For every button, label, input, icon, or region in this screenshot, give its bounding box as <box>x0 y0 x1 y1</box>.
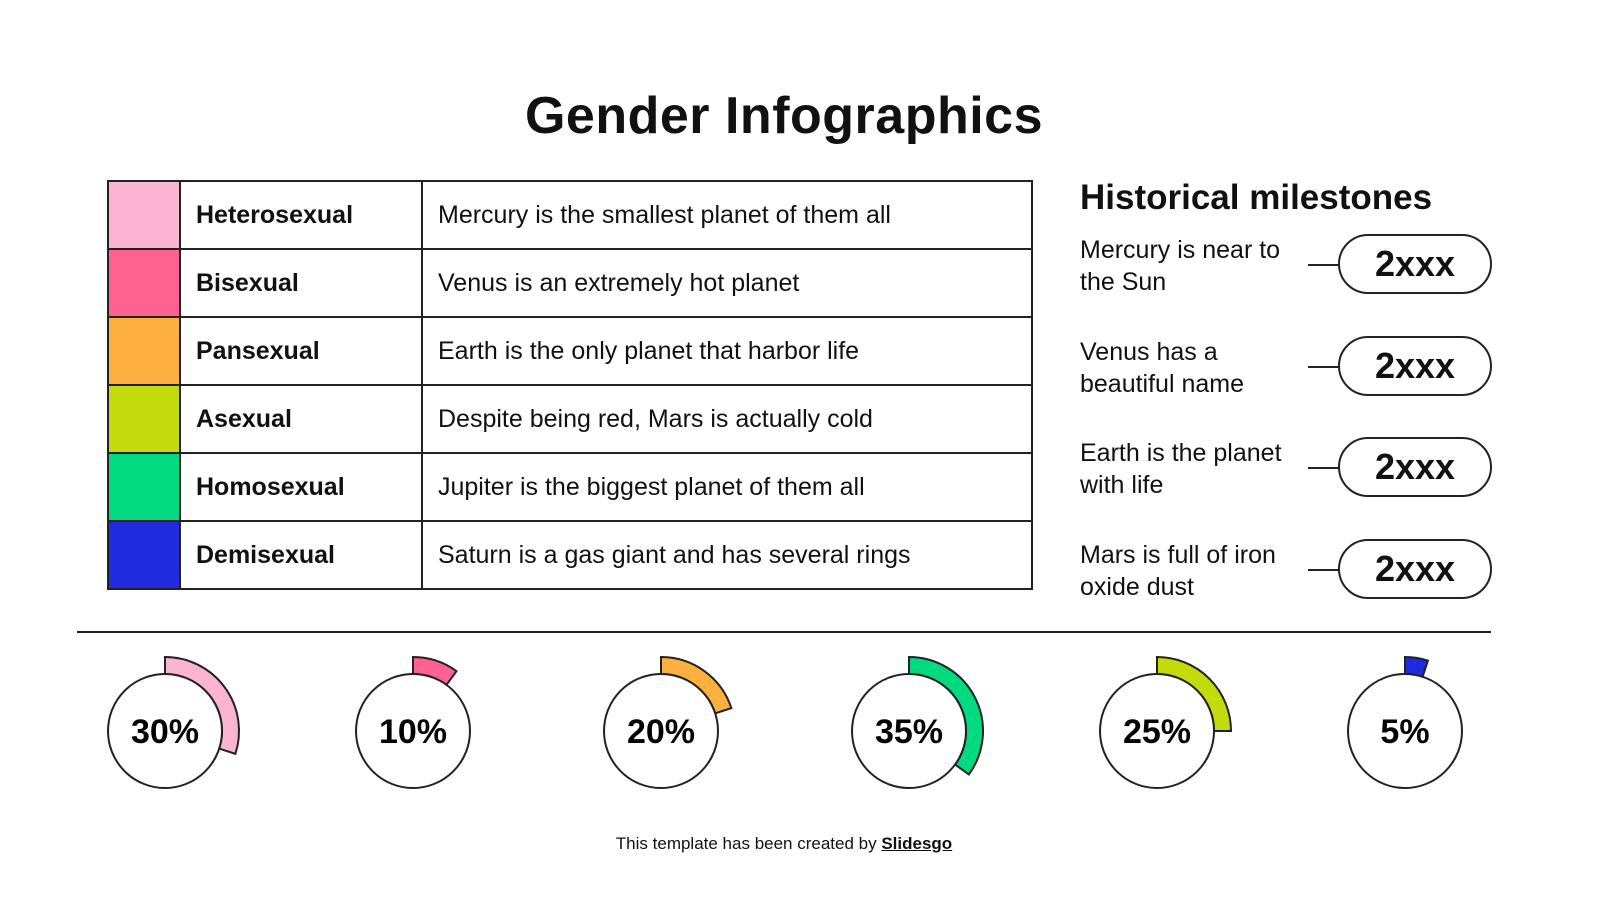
color-swatch <box>107 316 181 386</box>
milestone-year: 2xxx <box>1338 437 1492 497</box>
progress-circle <box>355 673 471 789</box>
connector-line <box>1308 467 1340 469</box>
milestone-year: 2xxx <box>1338 335 1492 396</box>
color-swatch <box>107 248 181 318</box>
milestone-text: Earth is the planet with life <box>1080 439 1282 499</box>
footer-text: This template has been created by <box>615 834 882 853</box>
progress-circle <box>1099 673 1215 789</box>
progress-circle <box>107 673 223 789</box>
orientation-name: Homosexual <box>179 452 423 522</box>
percent-label: 20% <box>627 713 695 751</box>
percent-label: 30% <box>131 713 199 751</box>
orientation-description: Mercury is the smallest planet of them a… <box>421 180 1033 250</box>
divider <box>77 631 1491 633</box>
orientation-table: Heterosexual Mercury is the smallest pla… <box>107 180 1033 590</box>
table-row: Heterosexual Mercury is the smallest pla… <box>107 180 1033 250</box>
footer: This template has been created by Slides… <box>0 834 1568 854</box>
milestone-item: Mars is full of iron oxide dust 2xxx <box>1080 538 1500 609</box>
connector-line <box>1308 264 1340 266</box>
milestone-text: Mars is full of iron oxide dust <box>1080 540 1276 601</box>
orientation-description: Venus is an extremely hot planet <box>421 248 1033 318</box>
connector-line <box>1308 568 1340 571</box>
milestone-year: 2xxx <box>1338 234 1492 294</box>
progress-circle <box>603 673 719 789</box>
orientation-name: Bisexual <box>179 248 423 318</box>
orientation-description: Saturn is a gas giant and has several ri… <box>421 520 1033 590</box>
milestone-item: Earth is the planet with life 2xxx <box>1080 437 1500 507</box>
orientation-name: Asexual <box>179 384 423 454</box>
page-title: Gender Infographics <box>524 87 1044 145</box>
connector-line <box>1308 365 1340 368</box>
table-row: Pansexual Earth is the only planet that … <box>107 316 1033 386</box>
progress-circle <box>851 673 967 789</box>
orientation-description: Despite being red, Mars is actually cold <box>421 384 1033 454</box>
orientation-name: Pansexual <box>179 316 423 386</box>
percent-label: 25% <box>1123 713 1191 751</box>
milestone-item: Venus has a beautiful name 2xxx <box>1080 335 1500 406</box>
orientation-name: Heterosexual <box>179 180 423 250</box>
color-swatch <box>107 384 181 454</box>
slidesgo-link[interactable]: Slidesgo <box>881 834 953 853</box>
color-swatch <box>107 180 181 250</box>
milestones-title: Historical milestones <box>1080 178 1433 217</box>
orientation-description: Jupiter is the biggest planet of them al… <box>421 452 1033 522</box>
table-row: Bisexual Venus is an extremely hot plane… <box>107 248 1033 318</box>
progress-rings: 30% 10% 20% 35% 25% 5% <box>107 655 1463 789</box>
color-swatch <box>107 452 181 522</box>
milestone-text: Venus has a beautiful name <box>1080 337 1245 398</box>
color-swatch <box>107 520 181 590</box>
progress-circle <box>1347 673 1463 789</box>
milestone-text: Mercury is near to the Sun <box>1080 236 1281 296</box>
table-row: Asexual Despite being red, Mars is actua… <box>107 384 1033 454</box>
orientation-description: Earth is the only planet that harbor lif… <box>421 316 1033 386</box>
table-row: Homosexual Jupiter is the biggest planet… <box>107 452 1033 522</box>
orientation-name: Demisexual <box>179 520 423 590</box>
milestone-year: 2xxx <box>1338 538 1492 599</box>
percent-label: 5% <box>1380 713 1429 751</box>
percent-label: 10% <box>379 713 447 751</box>
milestone-item: Mercury is near to the Sun 2xxx <box>1080 234 1500 304</box>
percent-label: 35% <box>875 713 943 751</box>
table-row: Demisexual Saturn is a gas giant and has… <box>107 520 1033 590</box>
